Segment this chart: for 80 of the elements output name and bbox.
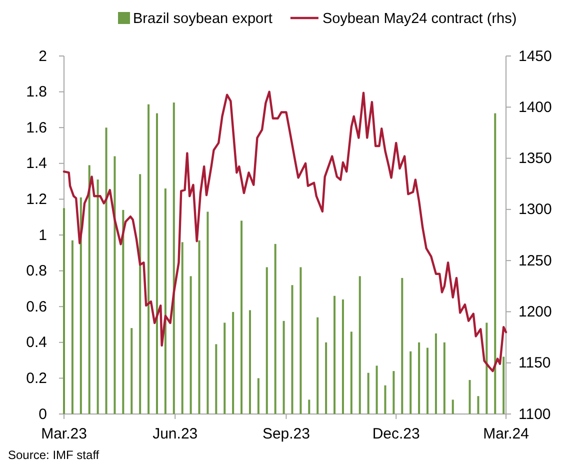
bar <box>358 276 361 414</box>
bar <box>224 322 226 414</box>
y2-tick-label: 1200 <box>518 304 552 321</box>
bar <box>401 278 404 414</box>
y-tick-label: 1 <box>38 226 47 244</box>
y2-tick-label: 1400 <box>518 98 552 116</box>
bar <box>410 351 412 414</box>
y2-tick-label: 1350 <box>518 150 552 168</box>
bar <box>240 220 243 414</box>
y-tick-label: 0.4 <box>26 334 47 352</box>
bar <box>181 242 184 414</box>
bar <box>215 344 218 414</box>
bar <box>434 333 437 414</box>
y-tick-label: 1.8 <box>26 84 47 101</box>
bar <box>156 113 158 414</box>
bar <box>282 320 285 414</box>
bar <box>198 240 200 414</box>
bar <box>114 156 116 414</box>
bar <box>342 299 344 414</box>
bar <box>130 328 133 414</box>
bar <box>300 267 302 414</box>
bar <box>502 356 505 414</box>
bar <box>257 378 260 414</box>
bar <box>384 385 386 414</box>
y2-tick-label: 1250 <box>518 252 552 270</box>
x-tick-label: Dec.23 <box>372 426 420 442</box>
bar <box>190 276 192 414</box>
legend-label: Soybean May24 contract (rhs) <box>322 11 517 27</box>
bar <box>334 296 336 414</box>
legend-label: Brazil soybean export <box>133 11 272 27</box>
bar <box>80 197 82 414</box>
y2-tick-label: 1450 <box>518 48 552 65</box>
bar <box>172 102 175 414</box>
bar <box>96 180 99 414</box>
y-tick-label: 0 <box>38 406 47 423</box>
bar <box>105 128 108 414</box>
y-tick-label: 0.6 <box>26 298 47 316</box>
y-tick-label: 1.4 <box>26 155 47 172</box>
y-tick-label: 1.6 <box>26 119 47 136</box>
bar <box>308 400 310 414</box>
y-tick-label: 0.2 <box>26 370 47 387</box>
bar <box>266 267 268 414</box>
bar <box>350 332 352 414</box>
y2-tick-label: 1150 <box>518 354 551 372</box>
bar <box>248 310 251 414</box>
bar <box>477 396 480 414</box>
bar <box>206 212 209 414</box>
bar <box>486 322 488 414</box>
x-tick-label: Jun.23 <box>152 426 198 442</box>
y2-tick-label: 1300 <box>518 201 552 218</box>
bar <box>71 240 74 414</box>
bar <box>443 342 446 414</box>
y2-tick-label: 1100 <box>518 406 551 423</box>
bar <box>316 317 319 414</box>
bar <box>376 366 378 414</box>
bar <box>418 342 420 414</box>
source-note: Source: IMF staff <box>8 448 100 462</box>
y-tick-label: 0.8 <box>26 262 47 280</box>
bar <box>139 174 142 414</box>
bar <box>494 113 496 414</box>
bar <box>148 104 150 414</box>
bar <box>274 244 276 414</box>
x-tick-label: Sep.23 <box>262 426 310 442</box>
x-tick-label: Mar.24 <box>483 426 529 442</box>
bar <box>122 210 124 414</box>
line-series <box>62 90 508 372</box>
bar <box>468 380 471 414</box>
bar <box>325 342 328 414</box>
y-tick-label: 2 <box>38 48 47 65</box>
x-tick-label: Mar.23 <box>41 426 87 442</box>
bar <box>426 348 429 414</box>
bar <box>452 400 454 414</box>
bar <box>232 312 234 414</box>
bar <box>63 208 65 414</box>
bar <box>291 285 294 414</box>
bar <box>367 372 370 414</box>
bar <box>164 188 166 414</box>
y-tick-label: 1.2 <box>26 191 47 208</box>
bar <box>392 371 395 414</box>
bar <box>88 165 90 414</box>
